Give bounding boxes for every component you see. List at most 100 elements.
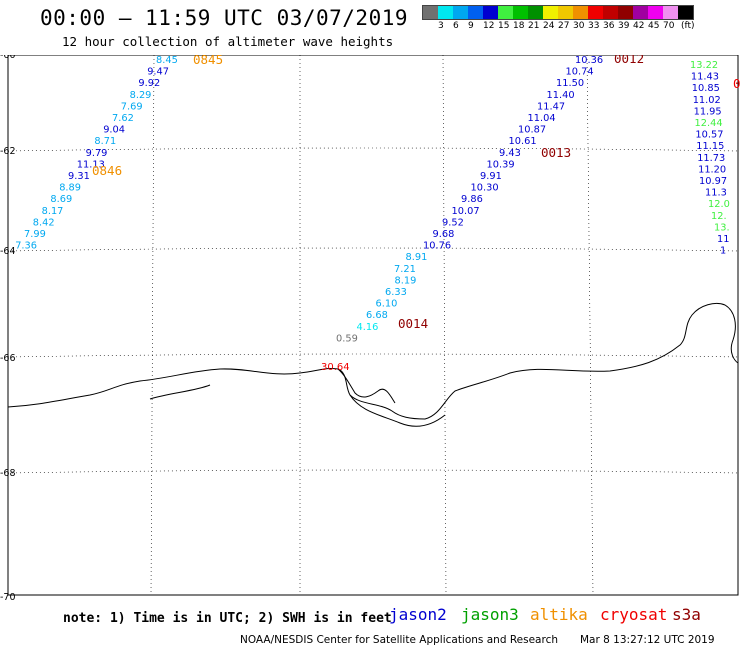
jason2-wave-height: 9.68 <box>433 229 455 240</box>
altika-wave-height: 8.71 <box>94 136 116 147</box>
scale-label: 3 <box>438 21 444 31</box>
latitude-label: -60 <box>0 55 16 61</box>
jason3-wave-height: 10.57 <box>695 130 723 141</box>
scale-swatch <box>438 6 453 19</box>
jason3-wave-height: 11.20 <box>698 164 726 175</box>
jason3-wave-height: 10.97 <box>699 176 727 187</box>
scale-swatch <box>663 6 678 19</box>
altika-wave-height: 8.69 <box>50 194 72 205</box>
meridian-line <box>586 55 594 596</box>
jason3-wave-height: 13.22 <box>690 60 718 71</box>
altika-wave-height: 7.69 <box>121 101 143 112</box>
jason2-wave-height: 10.39 <box>487 159 515 170</box>
legend-jason3: jason3 <box>461 605 519 624</box>
map-frame <box>7 55 739 596</box>
scale-swatch <box>528 6 543 19</box>
credit-timestamp: Mar 8 13:27:12 UTC 2019 <box>580 634 715 646</box>
scale-label: 45 <box>648 21 660 31</box>
legend-s3a: s3a <box>672 605 701 624</box>
scale-swatch <box>588 6 603 19</box>
altika-wave-height: 8.45 <box>156 55 178 66</box>
jason3-wave-height: 12.0 <box>708 199 730 210</box>
scale-swatch <box>618 6 633 19</box>
parallel-line <box>7 353 739 358</box>
altika-wave-height: 7.62 <box>112 113 134 124</box>
jason3-wave-height: 11.73 <box>697 153 725 164</box>
jason2-wave-height: 9.52 <box>442 217 464 228</box>
legend-jason2: jason2 <box>389 605 447 624</box>
jason2-wave-height: 10.76 <box>423 241 451 252</box>
coastline-shelf <box>149 384 211 400</box>
altika-wave-height: 9.04 <box>103 125 125 136</box>
meridian-line <box>150 55 155 596</box>
scale-label: 21 <box>528 21 540 31</box>
jason3-wave-height: 11.95 <box>694 106 722 117</box>
coastline-bay <box>349 394 446 427</box>
legend-altika: altika <box>530 605 588 624</box>
parallel-line <box>7 247 739 252</box>
scale-swatch <box>513 6 528 19</box>
scale-label: 33 <box>588 21 600 31</box>
jason2-wave-height: 10.07 <box>452 206 480 217</box>
coastline-inlet <box>337 368 396 404</box>
parallel-line <box>7 469 739 474</box>
altika-wave-height: 9.47 <box>147 67 169 78</box>
scale-label: 39 <box>618 21 630 31</box>
scale-label: 36 <box>603 21 615 31</box>
jason2-wave-height: 11.40 <box>547 90 575 101</box>
scale-swatch <box>483 6 498 19</box>
jason3-wave-height: 12.44 <box>695 118 723 129</box>
scale-swatch <box>633 6 648 19</box>
cryosat-wave-height: 30.64 <box>321 362 350 373</box>
jason2-wave-height: 6.68 <box>366 310 388 321</box>
jason2-wave-height: 8.91 <box>406 252 428 263</box>
scale-label: 42 <box>633 21 645 31</box>
jason2-wave-height: 10.61 <box>509 136 537 147</box>
jason3-wave-height: 11.3 <box>705 188 727 199</box>
altika-pass-time: 0846 <box>92 163 122 178</box>
jason2-wave-height: 9.43 <box>499 148 521 159</box>
jason2-wave-height: 10.74 <box>566 67 594 78</box>
jason2-wave-height: 6.10 <box>376 299 398 310</box>
scale-swatch <box>558 6 573 19</box>
jason3-wave-height: 11.43 <box>691 72 719 83</box>
jason2-wave-height: 9.86 <box>461 194 483 205</box>
scale-label: 70 <box>663 21 675 31</box>
jason2-wave-height: 10.87 <box>518 125 546 136</box>
scale-swatch <box>678 6 693 19</box>
scale-label: 24 <box>543 21 555 31</box>
scale-label: 12 <box>483 21 495 31</box>
scale-label: 9 <box>468 21 474 31</box>
altika-wave-height: 8.29 <box>130 90 152 101</box>
jason2-wave-height: 10.30 <box>471 183 499 194</box>
scale-label: 27 <box>558 21 570 31</box>
wave-height-color-scale: 3 6 9 12 15 18 21 24 27 30 33 36 39 42 45 70 (ft) <box>422 5 695 31</box>
scale-swatch <box>648 6 663 19</box>
scale-swatch <box>573 6 588 19</box>
scale-swatch <box>468 6 483 19</box>
jason2-wave-height: 9.91 <box>480 171 502 182</box>
jason2-wave-height: 8.19 <box>395 275 417 286</box>
meridian-line <box>442 55 447 596</box>
altika-wave-height: 7.99 <box>24 229 46 240</box>
credit-text: NOAA/NESDIS Center for Satellite Applica… <box>240 634 558 646</box>
cryosat-pass-time-clipped: 0 <box>733 76 740 91</box>
coastline <box>7 302 739 420</box>
scale-label: 30 <box>573 21 585 31</box>
jason2-wave-height: 4.16 <box>357 322 379 333</box>
jason2-wave-height: 0.59 <box>336 333 358 344</box>
scale-label: 18 <box>513 21 525 31</box>
altika-pass-time: 0845 <box>193 55 223 67</box>
jason3-wave-height: 12. <box>711 211 727 222</box>
legend-cryosat: cryosat <box>600 605 668 624</box>
altika-wave-height: 8.17 <box>42 206 64 217</box>
jason2-wave-height: 10.36 <box>575 55 603 66</box>
jason2-wave-height: 6.33 <box>385 287 407 298</box>
jason2-pass-time: 0013 <box>541 145 571 160</box>
altika-wave-height: 8.89 <box>59 183 81 194</box>
latitude-label: -66 <box>0 353 16 364</box>
jason2-pass-time: 0012 <box>614 55 644 66</box>
jason3-wave-height: 11.02 <box>693 95 721 106</box>
jason3-wave-height: 1 <box>720 246 726 257</box>
scale-swatch <box>603 6 618 19</box>
